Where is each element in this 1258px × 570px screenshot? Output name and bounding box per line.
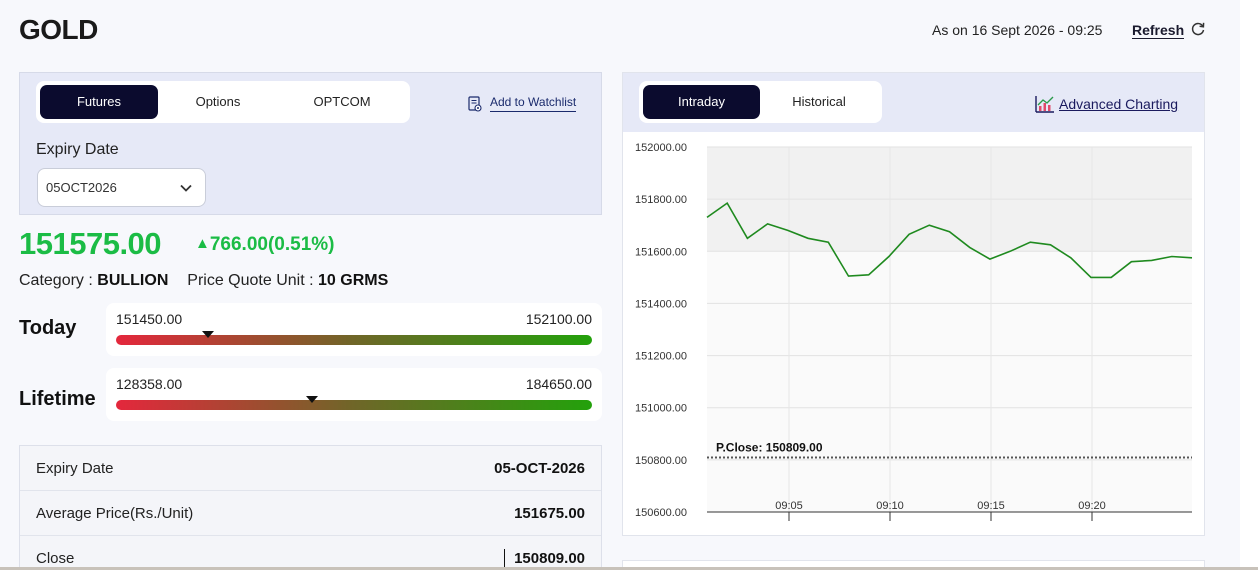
pclose-label: P.Close: 150809.00: [716, 441, 823, 455]
info-key: Average Price(Rs./Unit): [36, 505, 194, 522]
expiry-date-label: Expiry Date: [36, 141, 119, 158]
chart-icon: [1035, 96, 1054, 113]
lifetime-low: 128358.00: [116, 376, 183, 392]
next-card-edge: [622, 560, 1205, 570]
contract-info-table: Expiry Date 05-OCT-2026 Average Price(Rs…: [19, 445, 602, 570]
today-range-marker: [201, 331, 214, 338]
y-tick-label: 152000.00: [635, 142, 687, 154]
y-tick-label: 150600.00: [635, 507, 687, 519]
page-bottom-border: [0, 567, 1258, 570]
tab-intraday[interactable]: Intraday: [643, 85, 760, 119]
today-range-card: 151450.00 152100.00: [106, 303, 602, 356]
x-tick-label: 09:10: [876, 500, 904, 512]
x-tick-label: 09:20: [1078, 500, 1106, 512]
refresh-icon[interactable]: [1190, 20, 1206, 38]
instrument-tabs: Futures Options OPTCOM: [36, 81, 410, 123]
y-tick-label: 151400.00: [635, 298, 687, 310]
table-row: Close 150809.00: [20, 536, 601, 570]
info-value: 05-OCT-2026: [494, 460, 585, 477]
chart-header: Intraday Historical Advanced Charting: [623, 73, 1204, 132]
advanced-charting-link[interactable]: Advanced Charting: [1035, 95, 1178, 113]
intraday-line-chart: 152000.00 151800.00 151600.00 151400.00 1512…: [635, 142, 1193, 521]
today-range-bar: [116, 335, 592, 345]
x-tick-label: 09:15: [977, 500, 1005, 512]
info-value: 150809.00: [514, 550, 585, 567]
price-quote-unit-label: Price Quote Unit :: [187, 272, 318, 289]
chevron-down-icon: [180, 184, 192, 192]
chart-tabs: Intraday Historical: [639, 81, 882, 123]
up-triangle-icon: ▲: [195, 235, 210, 252]
today-low: 151450.00: [116, 311, 183, 327]
table-row: Expiry Date 05-OCT-2026: [20, 446, 601, 491]
lifetime-range-bar: [116, 400, 592, 410]
advanced-charting-label: Advanced Charting: [1059, 96, 1179, 112]
y-tick-label: 150800.00: [635, 455, 687, 467]
expiry-date-select[interactable]: 05OCT2026: [37, 168, 206, 207]
refresh-link[interactable]: Refresh: [1132, 22, 1185, 39]
x-tick-label: 09:05: [775, 500, 803, 512]
chart-lower-band: [707, 251, 1192, 512]
today-high: 152100.00: [525, 311, 592, 327]
add-to-watchlist-button[interactable]: Add to Watchlist: [468, 95, 577, 112]
tab-historical[interactable]: Historical: [792, 94, 846, 109]
price-series-line: [706, 201, 1193, 279]
watchlist-icon: [468, 95, 482, 112]
tab-optcom[interactable]: OPTCOM: [313, 94, 371, 109]
lifetime-range-card: 128358.00 184650.00: [106, 368, 602, 421]
y-tick-label: 151600.00: [635, 246, 687, 258]
contract-selector-panel: Futures Options OPTCOM Add to Watchlist …: [19, 72, 602, 215]
intraday-chart-card: Intraday Historical Advanced Charting 15…: [622, 72, 1205, 536]
add-to-watchlist-label: Add to Watchlist: [490, 95, 577, 112]
y-tick-label: 151200.00: [635, 351, 687, 363]
last-price: 151575.00: [19, 226, 162, 261]
y-tick-label: 151000.00: [635, 403, 687, 415]
page-right-margin: [1240, 0, 1258, 570]
table-row: Average Price(Rs./Unit) 151675.00: [20, 491, 601, 536]
price-quote-unit-value: 10 GRMS: [318, 272, 389, 289]
lifetime-range-marker: [306, 396, 319, 403]
info-value: 151675.00: [514, 505, 585, 522]
lifetime-high: 184650.00: [525, 376, 592, 392]
text-cursor: [504, 549, 505, 569]
price-change-value: 766.00(0.51%): [209, 234, 335, 255]
y-tick-label: 151800.00: [635, 194, 687, 206]
today-range-label: Today: [19, 317, 77, 339]
category-label: Category :: [19, 272, 98, 289]
category-info: Category : BULLION Price Quote Unit : 10…: [19, 272, 388, 290]
tab-options[interactable]: Options: [195, 94, 241, 109]
expiry-date-value: 05OCT2026: [46, 180, 117, 195]
tab-futures[interactable]: Futures: [40, 85, 158, 119]
as-on-timestamp: As on 16 Sept 2026 - 09:25: [932, 22, 1103, 38]
lifetime-range-label: Lifetime: [19, 388, 96, 410]
info-key: Close: [36, 550, 75, 567]
info-key: Expiry Date: [36, 460, 114, 477]
category-value: BULLION: [97, 272, 169, 289]
price-change: ▲766.00(0.51%): [195, 234, 335, 256]
page-title: GOLD: [19, 14, 98, 45]
